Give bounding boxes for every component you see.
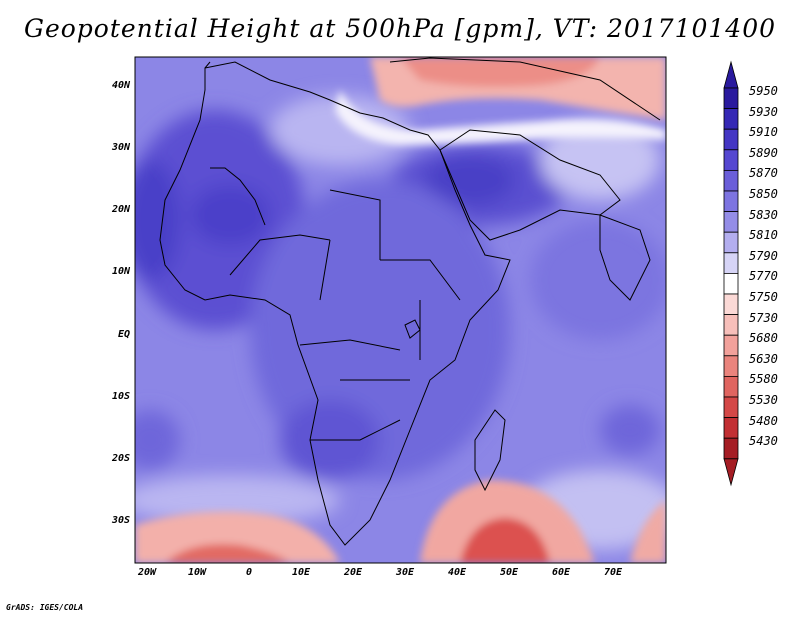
colorbar-swatch [723,293,739,316]
lon-label: 0 [245,567,253,578]
colorbar-level-label: 5870 [749,166,778,181]
lon-label: 60E [551,567,571,578]
coastlines [159,57,661,546]
colorbar-level-label: 5730 [749,310,778,325]
colorbar-level-label: 5810 [749,228,778,243]
map-frame [134,56,667,564]
lat-label: 10N [111,266,130,277]
colorbar-swatch [723,396,739,419]
colorbar-swatch [723,334,739,357]
lon-label: 20E [343,567,363,578]
north-transition [335,90,666,145]
height-field [135,57,666,563]
colorbar-swatch [723,272,739,295]
south-atlantic-light [135,475,340,525]
colorbar-swatch [723,169,739,192]
mali-high-core [190,185,270,245]
lat-label: 30N [111,142,130,153]
colorbar-swatch [723,128,739,151]
colorbar-min-arrow [723,458,739,487]
colorbar-level-label: 5910 [749,125,778,140]
colorbar-level-label: 5680 [749,331,778,346]
lon-label: 30E [395,567,415,578]
north-warm-core [400,57,600,87]
colorbar-level-label: 5430 [749,434,778,449]
lat-label: 20N [111,204,130,215]
arabia-outline [439,129,621,241]
colorbar-max-arrow [723,60,739,89]
colorbar-level-label: 5790 [749,248,778,263]
indian-ocean-blob [600,405,660,455]
colorbar-swatch [723,190,739,213]
atlantic-south [135,410,180,470]
lat-label: 30S [111,515,130,526]
colorbar-level-label: 5530 [749,393,778,407]
lat-label: EQ [117,329,130,340]
colorbar-level-label: 5750 [749,290,778,304]
madagascar-outline [474,409,506,492]
colorbar-swatch [723,252,739,274]
madagascar-south-low [460,518,550,563]
indian-ocean-mid [530,220,666,340]
colorbar-swatch [723,87,739,110]
colorbar-swatch [723,211,739,233]
colorbar-level-label: 5630 [749,351,778,366]
lat-label: 10S [111,391,130,402]
africa-outline [159,61,511,546]
credit-text: GrADS: IGES/COLA [6,603,84,612]
colorbar-level-label: 5770 [749,269,778,284]
atlantic-high-core [135,160,180,280]
iberia [204,61,211,69]
lake-victoria [404,319,421,339]
colorbar-level-label: 5890 [749,145,778,160]
lon-label: 70E [603,567,623,578]
colorbar-swatch [723,375,739,398]
colorbar-level-label: 5930 [749,104,778,119]
lon-label: 40E [447,567,467,578]
colorbar-swatch [723,437,739,460]
lat-label: 40N [111,80,130,91]
colorbar-level-label: 5850 [749,187,778,201]
south-atlantic-low [165,544,290,563]
colorbar-swatch [723,108,739,130]
colorbar-swatch [723,417,739,439]
colorbar-level-label: 5950 [749,84,778,98]
asia-coast [389,57,661,121]
india-outline [599,214,651,301]
east-warm [630,500,666,563]
lon-label: 50E [499,567,519,578]
lat-label: 20S [111,453,130,464]
colorbar-level-label: 5830 [749,207,778,222]
colorbar-swatch [723,355,739,377]
lon-label: 10E [291,567,311,578]
colorbar-swatch [723,149,739,171]
iran-light [540,120,660,200]
map-title: Geopotential Height at 500hPa [gpm], VT:… [23,14,777,43]
colorbar-swatch [723,314,739,336]
colorbar-swatch [723,231,739,254]
lon-label: 10W [187,567,207,578]
lon-label: 20W [137,567,157,578]
libya-light [270,95,410,165]
colorbar-level-label: 5580 [749,372,778,387]
colorbar-level-label: 5480 [749,413,778,428]
